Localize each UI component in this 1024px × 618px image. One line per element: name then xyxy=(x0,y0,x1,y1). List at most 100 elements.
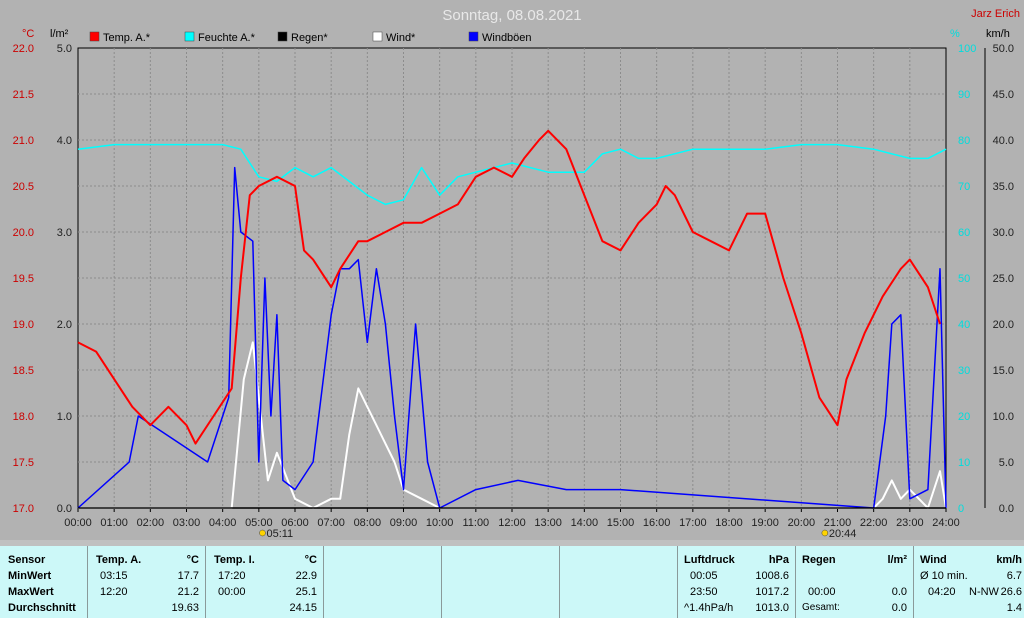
stats-col-empty-2 xyxy=(441,546,559,618)
sensor-min-label: MinWert xyxy=(8,570,52,582)
wind-unit: km/h xyxy=(996,554,1022,566)
chart-series xyxy=(77,129,947,509)
x-tick-label: 12:00 xyxy=(498,517,526,529)
wind-avg: 6.7 xyxy=(1006,570,1022,582)
rain-tick-label: 3.0 xyxy=(57,227,72,239)
stats-col-temp-a: Temp. A. °C 03:15 17.7 12:20 21.2 19.63 xyxy=(87,546,205,618)
stats-col-empty-3 xyxy=(559,546,677,618)
temp-tick-label: 21.5 xyxy=(13,89,34,101)
x-tick-label: 04:00 xyxy=(209,517,237,529)
legend-label: Feuchte A.* xyxy=(198,32,256,44)
stats-col-temp-i: Temp. I. °C 17:20 22.9 00:00 25.1 24.15 xyxy=(205,546,323,618)
temp-tick-label: 19.0 xyxy=(13,319,34,331)
chart-axes: 22.0 100 50.021.5 90 45.021.0 80 40.020.5 70 35.… xyxy=(13,43,1014,529)
hum-unit-label: % xyxy=(950,28,960,40)
sunrise-icon xyxy=(259,529,266,537)
author-label: Jarz Erich xyxy=(971,8,1020,20)
stats-col-rain: Regen l/m² 00:00 0.0 Gesamt: 0.0 xyxy=(795,546,913,618)
wind-max: 26.6 xyxy=(1000,586,1022,598)
temp-a-max: 21.2 xyxy=(177,586,199,598)
x-tick-label: 22:00 xyxy=(860,517,888,529)
rain-unit-label: l/m² xyxy=(50,28,69,40)
humidity-tick-label: 30 xyxy=(958,365,970,377)
x-tick-label: 16:00 xyxy=(643,517,671,529)
x-tick-label: 06:00 xyxy=(281,517,309,529)
x-tick-label: 02:00 xyxy=(137,517,165,529)
x-tick-label: 01:00 xyxy=(100,517,128,529)
pressure-max: 1017.2 xyxy=(755,586,789,598)
temp-a-min: 17.7 xyxy=(177,570,199,582)
x-tick-label: 20:00 xyxy=(788,517,816,529)
humidity-tick-label: 100 xyxy=(958,43,976,55)
humidity-tick-label: 10 xyxy=(958,457,970,469)
legend-swatch xyxy=(89,31,100,42)
wind-tick-label: 45.0 xyxy=(993,89,1014,101)
rain-tick-label: 1.0 xyxy=(57,411,72,423)
x-tick-label: 00:00 xyxy=(64,517,92,529)
stats-col-empty-1 xyxy=(323,546,441,618)
temp-tick-label: 18.5 xyxy=(13,365,34,377)
temp-i-unit: °C xyxy=(304,554,317,566)
humidity-tick-label: 70 xyxy=(958,181,970,193)
temp-tick-label: 21.0 xyxy=(13,135,34,147)
x-tick-label: 08:00 xyxy=(354,517,382,529)
temp-a-unit: °C xyxy=(186,554,199,566)
sensor-header: Sensor xyxy=(8,554,46,566)
pressure-header: Luftdruck xyxy=(684,554,735,566)
chart-title: Sonntag, 08.08.2021 xyxy=(442,7,581,24)
humidity-tick-label: 0 xyxy=(958,503,964,515)
wind-tick-label: 5.0 xyxy=(999,457,1014,469)
wind-tick-label: 30.0 xyxy=(993,227,1014,239)
temp-tick-label: 20.5 xyxy=(13,181,34,193)
series-line xyxy=(77,129,941,445)
chart-area: Sonntag, 08.08.2021 Jarz Erich °C l/m² %… xyxy=(0,0,1024,540)
wind-tick-label: 10.0 xyxy=(993,411,1014,423)
rain-tick-label: 4.0 xyxy=(57,135,72,147)
rain-header: Regen xyxy=(802,554,836,566)
x-tick-label: 21:00 xyxy=(824,517,852,529)
rain-time: 00:00 xyxy=(808,586,836,598)
temp-i-min: 22.9 xyxy=(295,570,317,582)
x-tick-label: 10:00 xyxy=(426,517,454,529)
rain-tick-label: 5.0 xyxy=(57,43,72,55)
stats-col-pressure: Luftdruck hPa 00:05 1008.6 23:50 1017.2 … xyxy=(677,546,795,618)
sunset-label: 20:44 xyxy=(829,528,857,540)
legend-label: Wind* xyxy=(386,32,416,44)
chart-legend: Temp. A.* Feuchte A.* Regen* Wind* Windböen xyxy=(89,31,532,44)
humidity-tick-label: 50 xyxy=(958,273,970,285)
rain-tick-label: 0.0 xyxy=(57,503,72,515)
wind-tick-label: 50.0 xyxy=(993,43,1014,55)
legend-swatch xyxy=(372,31,383,42)
pressure-trend: ^1.4hPa/h xyxy=(684,602,734,614)
x-tick-label: 17:00 xyxy=(679,517,707,529)
temp-a-min-time: 03:15 xyxy=(100,570,128,582)
x-tick-label: 18:00 xyxy=(715,517,743,529)
stats-col-wind: Wind km/h Ø 10 min. 6.7 04:20 N-NW 26.6 … xyxy=(913,546,1024,618)
wind-tick-label: 35.0 xyxy=(993,181,1014,193)
wind-tick-label: 0.0 xyxy=(999,503,1014,515)
humidity-tick-label: 80 xyxy=(958,135,970,147)
wind-value-3: 1.4 xyxy=(1006,602,1022,614)
pressure-max-time: 23:50 xyxy=(690,586,718,598)
x-tick-label: 07:00 xyxy=(317,517,345,529)
x-tick-label: 13:00 xyxy=(534,517,562,529)
weather-chart: Sonntag, 08.08.2021 Jarz Erich °C l/m² %… xyxy=(13,7,1020,540)
wind-tick-label: 25.0 xyxy=(993,273,1014,285)
sun-markers: 05:11 20:44 xyxy=(259,528,856,540)
series-line xyxy=(77,143,947,206)
legend-swatch xyxy=(468,31,479,42)
wind-tick-label: 15.0 xyxy=(993,365,1014,377)
temp-tick-label: 20.0 xyxy=(13,227,34,239)
temp-i-max: 25.1 xyxy=(295,586,317,598)
wind-header: Wind xyxy=(920,554,947,566)
temp-i-header: Temp. I. xyxy=(214,554,255,566)
sensor-avg-label: Durchschnitt xyxy=(8,602,76,614)
x-tick-label: 23:00 xyxy=(896,517,924,529)
temp-a-avg: 19.63 xyxy=(171,602,199,614)
temp-a-header: Temp. A. xyxy=(96,554,142,566)
wind-tick-label: 40.0 xyxy=(993,135,1014,147)
sunrise-label: 05:11 xyxy=(266,528,293,540)
humidity-tick-label: 20 xyxy=(958,411,970,423)
wind-unit-label: km/h xyxy=(986,28,1010,40)
wind-max-dir: N-NW xyxy=(969,586,999,598)
